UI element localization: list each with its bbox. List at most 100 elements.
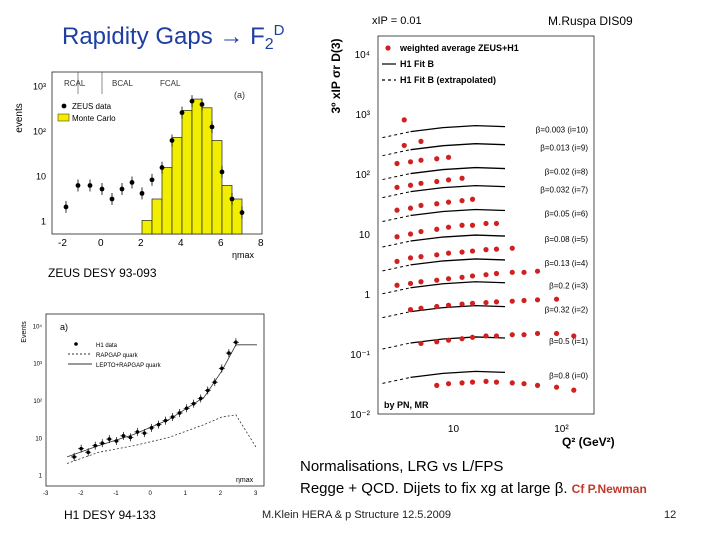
h1-y-tick: 1 [39,474,43,480]
sigma-y-tick: 10³ [356,110,371,121]
sigma-data-point [553,296,560,302]
sigma-data-point [483,272,489,278]
zeus-cal-label: BCAL [112,79,133,88]
zeus-data-point [169,138,175,143]
sigma-data-point [553,384,560,390]
notes-line-2: Regge + QCD. Dijets to fix xg at large β… [300,478,647,500]
h1-data-point [220,366,224,371]
sigma-data-point [469,334,476,340]
sigma-extrap-curve [382,264,411,272]
sigma-y-tick: 10 [359,230,371,241]
h1-panel-label: a) [60,322,68,332]
h1-y-tick: 10 [35,436,42,442]
h1-y-tick: 10⁴ [33,323,43,330]
sigma-extrap-curve [382,149,411,157]
notes-reference: Cf P.Newman [571,482,647,496]
sigma-extrap-curve [382,214,411,222]
sigma-bin-label: β=0.02 (i=8) [545,168,589,177]
sigma-extrap-curve [382,342,411,350]
sigma-extrap-curve [382,131,411,139]
sigma-data-point [445,199,452,205]
zeus-mc-bar [211,140,223,235]
h1-legend-lepto: LEPTO+RAPGAP quark [96,363,162,369]
sigma-data-point [469,300,476,306]
sigma-data-point [483,333,489,339]
sigma-annotation: by PN, MR [384,400,429,410]
sigma-extrap-curve [382,191,411,199]
h1-frame [45,313,265,487]
title-superscript: D [273,22,285,39]
zeus-data-point [219,169,225,175]
h1-data-point [93,443,98,448]
sigma-data-point [459,301,465,307]
zeus-chart: RCAL BCAL FCAL (a) ZEUS data Monte Carlo -2 0 2 4… [14,71,264,260]
sigma-data-point [493,246,500,252]
sigma-y-label: 3º xIP σr D(3) [329,38,343,113]
sigma-data-point [418,138,424,145]
sigma-data-point [434,252,440,258]
sigma-x-label: Q² (GeV²) [562,435,615,449]
sigma-data-point [521,297,527,304]
sigma-bin-label: β=0.5 (i=1) [549,337,588,346]
sigma-data-point [418,180,424,186]
h1-y-tick: 10² [33,399,42,405]
h1-data-point [100,441,105,445]
zeus-mc-bar [171,137,183,235]
sigma-data-point [534,268,541,274]
zeus-x-tick: 4 [178,238,184,249]
h1-data-point [114,439,119,443]
sigma-data-point [571,333,577,339]
zeus-legend-marker-mc [57,113,70,122]
sigma-y-tick: 10⁴ [355,50,370,61]
sigma-fit-curve [410,143,506,151]
zeus-cal-label: RCAL [64,79,86,88]
h1-x-tick: -3 [43,491,49,497]
sigma-fit-curve [410,304,506,313]
sigma-data-point [534,382,541,388]
sigma-data-point [469,196,476,202]
sigma-data-point [521,381,527,387]
zeus-mc-bar [151,198,163,235]
h1-legend-marker-data [74,342,78,346]
sigma-data-point [521,269,527,275]
sigma-fit-curve [410,281,506,289]
sigma-y-tick: 10⁻¹ [350,350,370,361]
h1-chart: a) H1 data RAPGAP quark LEPTO+RAPGAP quark -… [21,313,265,497]
sigma-data-point [407,205,414,211]
zeus-x-tick: -2 [58,238,67,249]
sigma-data-point [445,276,452,282]
sigma-data-point [407,280,414,287]
h1-data-point [163,418,168,423]
zeus-mc-bar [141,220,153,235]
sigma-data-point [553,330,560,337]
sigma-y-tick: 10⁻² [350,410,370,421]
sigma-data-point [434,156,440,162]
sigma-data-point [445,302,452,308]
sigma-data-point [394,258,400,264]
sigma-data-point [407,182,414,188]
sigma-data-point [394,184,400,190]
sigma-bin-label: β=0.003 (i=10) [536,126,589,135]
zeus-mc-bar [221,185,233,235]
sigma-data-point [445,154,452,160]
notes-line-1: Normalisations, LRG vs L/FPS [300,458,504,475]
zeus-panel-label: (a) [234,90,245,100]
sigma-data-point [459,274,465,280]
h1-data-point [135,430,140,434]
sigma-data-point [483,220,489,227]
sigma-bin-label: β=0.013 (i=9) [540,144,588,153]
zeus-y-tick: 10² [33,127,46,137]
sigma-data-point [394,160,400,167]
sigma-data-point [418,340,424,347]
sigma-data-point [509,332,515,338]
zeus-data-point [189,98,195,104]
sigma-data-point [459,249,465,255]
title-text: Rapidity Gaps [62,23,213,50]
sigma-data-point [407,159,414,165]
zeus-mc-bar [161,167,173,235]
sigma-legend-data: weighted average ZEUS+H1 [399,43,519,53]
sigma-data-point [418,279,424,285]
sigma-data-point [407,255,414,261]
sigma-x-tick: 10 [448,424,460,435]
h1-x-tick: 1 [184,491,188,497]
